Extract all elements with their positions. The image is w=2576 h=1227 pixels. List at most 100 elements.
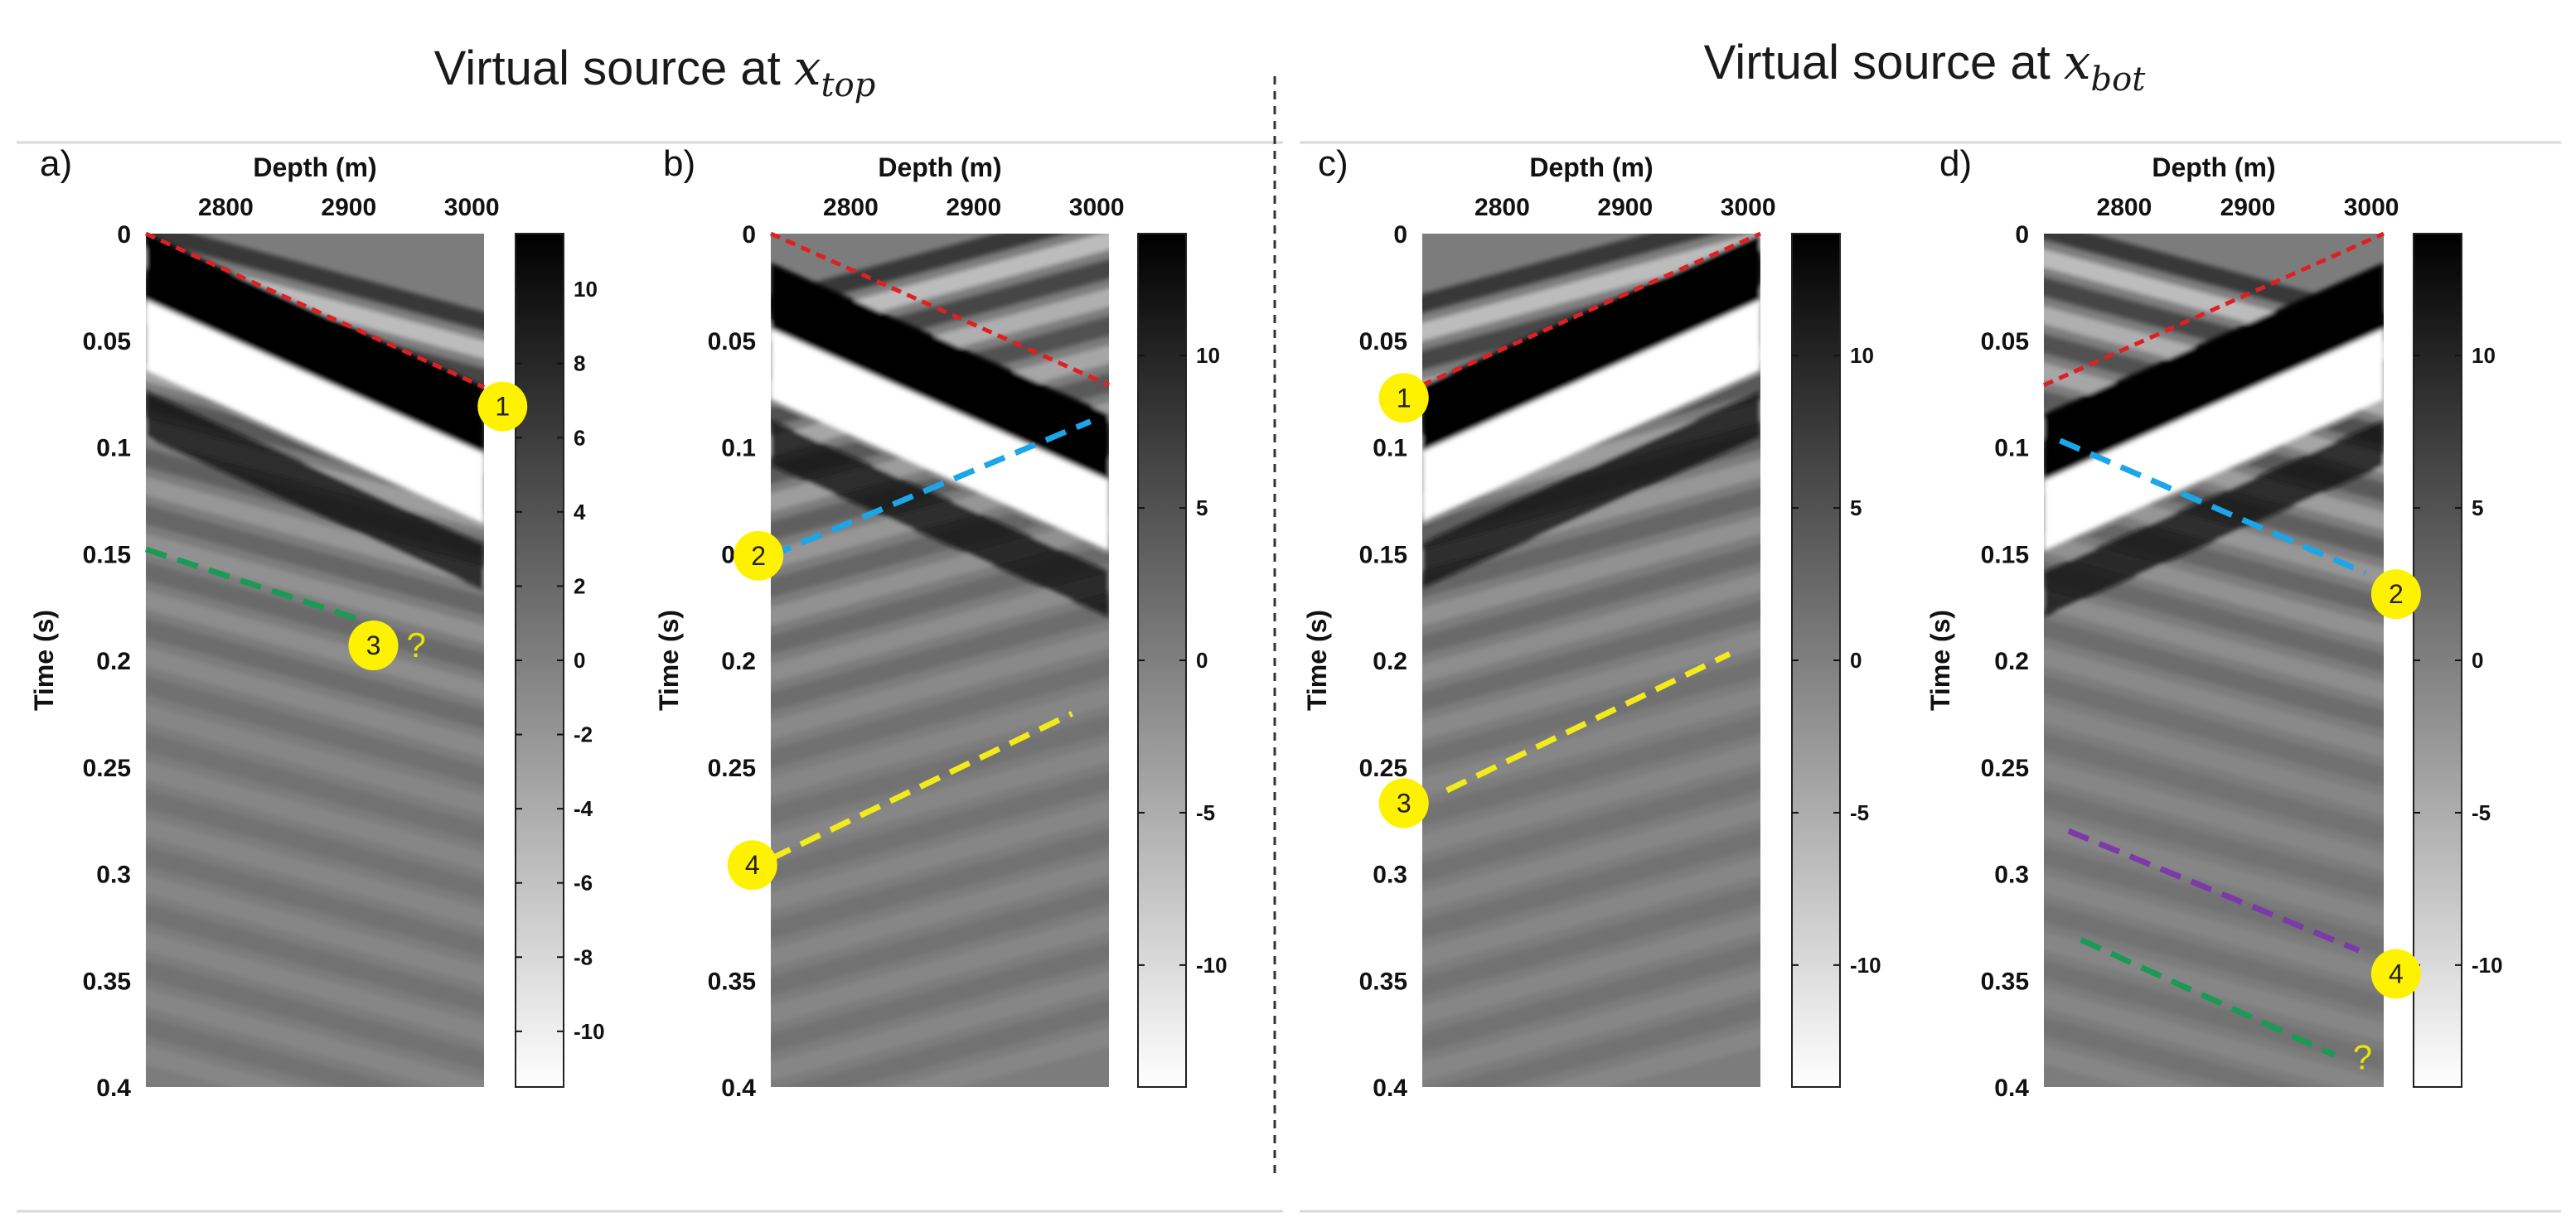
yellow-dashed-line [769,711,1074,862]
y-tick-label: 0.05 [1981,328,2029,355]
x-tick-label: 2900 [321,194,376,221]
heatmap-stripe [146,505,484,616]
heatmap-stripe [1540,1027,1760,1087]
second-dark-band [146,391,484,591]
event-marker [727,840,777,891]
x-tick-label: 2800 [823,194,879,221]
heatmap-stripe [146,988,484,1087]
y-tick-label: 0.35 [83,968,131,995]
event-marker [2370,949,2421,999]
colorbar-tick-label: 0 [2472,648,2483,673]
heatmap-stripe [1422,515,1760,626]
y-axis-label: Time (s) [654,610,684,711]
x-tick-label: 2800 [1474,194,1530,221]
first-arrival-dark-band [2044,263,2384,481]
question-mark: ? [2353,1038,2372,1077]
colorbar [1791,233,1841,1088]
second-dark-band [771,420,1109,617]
colorbar-tick-label: 8 [574,351,585,376]
colorbar-tick-label: -5 [2472,800,2491,825]
heatmap-stripe [1422,885,1760,996]
heatmap-stripe [146,590,484,701]
event-marker-label: 1 [495,392,510,422]
colorbar-tick-label: 4 [574,500,586,524]
y-tick-label: 0.25 [83,755,131,782]
red-dashed-line [1421,231,1762,388]
y-tick-label: 0.15 [1359,541,1407,568]
heatmap-stripe [2044,1045,2199,1087]
heatmap-stripe [1422,714,1760,825]
y-tick-label: 0.25 [1981,755,2029,782]
colorbar-tick-label: 6 [574,425,585,450]
y-tick-label: 0.3 [96,862,131,889]
heatmap-stripe [2044,618,2384,730]
colorbar-tick-label: 10 [574,277,598,302]
y-tick-label: 0 [742,221,756,249]
event-marker-label: 2 [2389,579,2404,609]
y-tick-label: 0.3 [1373,862,1407,889]
colorbar-tick-label: 10 [1196,343,1220,368]
colorbar-tick-label: -5 [1196,800,1215,825]
heatmap-stripe [1422,828,1760,940]
y-tick-label: 0 [2015,221,2029,249]
red-dashed-line [769,231,1111,388]
heatmap-stripe [771,686,1109,797]
x-tick-label: 2900 [1597,194,1653,221]
colorbar-tick-label: -10 [1850,953,1881,978]
heatmap-stripe [1422,857,1760,968]
red-dashed-line [144,231,486,389]
heatmap [2044,234,2384,1087]
event-marker-label: 3 [1397,789,1411,819]
heatmap-stripe [146,533,484,644]
heatmap-stripe [1435,999,1760,1087]
first-arrival-dark-band [771,263,1109,481]
heatmap-stripe [146,874,484,985]
colorbar-tick-label: 0 [1850,648,1862,673]
x-tick-label: 2900 [2220,194,2276,221]
heatmap-stripe [146,647,484,758]
panel-label: c) [1318,143,1349,184]
y-tick-label: 0.4 [1994,1075,2029,1102]
colorbar-tick-label: 5 [1196,495,1208,520]
colorbar-tick-label: -10 [2472,953,2503,978]
heatmap-stripe [146,618,484,729]
heatmap-stripe [146,1045,300,1087]
heatmap-stripe [2044,874,2384,986]
event-marker-label: 4 [745,850,760,880]
heatmap-stripe [2044,675,2384,786]
heatmap-stripe [771,658,1109,769]
colorbar-tick-label: 0 [1196,648,1208,673]
first-arrival-white-band [146,300,484,524]
y-tick-label: 0.35 [1981,968,2029,995]
heatmap-stripe [146,234,484,331]
blue-dashed-line [769,418,1092,559]
heatmap-stripe [1422,629,1760,740]
heatmap-stripe [2044,988,2384,1087]
heatmap-stripe [771,914,1109,1025]
y-tick-label: 0.3 [1994,862,2029,889]
heatmap-stripe [771,885,1109,996]
y-tick-label: 0.2 [96,648,131,675]
colorbar-tick-label: 10 [2472,343,2496,368]
y-tick-label: 0.25 [708,755,756,782]
heatmap-stripe [2044,931,2384,1042]
heatmap-stripe [2044,903,2384,1014]
heatmap-stripe [771,970,1109,1081]
colorbar-tick-label: -8 [574,944,593,969]
heatmap-stripe [1422,970,1760,1081]
y-tick-label: 0.05 [83,328,131,355]
heatmap-stripe [771,714,1109,825]
x-tick-label: 2800 [198,194,254,221]
x-tick-label: 2900 [946,194,1001,221]
event-marker [1378,778,1429,828]
y-tick-label: 0.2 [1373,648,1407,675]
colorbar [2413,233,2462,1088]
x-tick-label: 3000 [444,194,500,221]
x-axis-label: Depth (m) [2152,152,2275,182]
event-marker-label: 2 [751,541,766,571]
y-axis-label: Time (s) [1302,610,1332,711]
heatmap-stripe [146,675,484,786]
x-tick-label: 3000 [2344,194,2399,221]
panel-label: b) [663,143,695,184]
panel-1: a) Depth (m) 2800 2900 3000 Time (s) 0 0.05 0.1 0… [29,143,605,1102]
